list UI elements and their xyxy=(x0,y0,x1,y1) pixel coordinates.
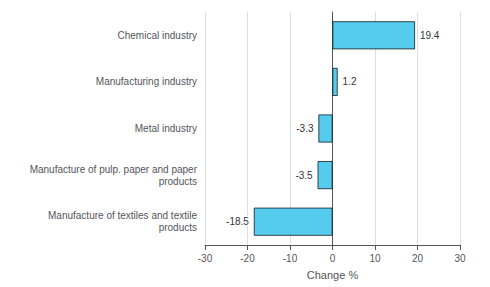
svg-text:-3.3: -3.3 xyxy=(296,123,314,134)
svg-text:10: 10 xyxy=(369,253,381,264)
svg-text:Metal industry: Metal industry xyxy=(135,123,197,134)
svg-text:19.4: 19.4 xyxy=(420,30,440,41)
svg-text:-3.5: -3.5 xyxy=(295,170,313,181)
svg-text:-30: -30 xyxy=(198,253,213,264)
svg-text:-10: -10 xyxy=(283,253,298,264)
svg-text:0: 0 xyxy=(330,253,336,264)
svg-text:20: 20 xyxy=(412,253,424,264)
svg-text:products: products xyxy=(159,222,197,233)
svg-text:Manufacturing industry: Manufacturing industry xyxy=(96,76,197,87)
svg-text:1.2: 1.2 xyxy=(343,76,357,87)
svg-text:Manufacture of textiles and te: Manufacture of textiles and textile xyxy=(48,210,197,221)
svg-text:-20: -20 xyxy=(240,253,255,264)
svg-text:-18.5: -18.5 xyxy=(226,216,249,227)
svg-text:Manufacture of pulp. paper and: Manufacture of pulp. paper and paper xyxy=(30,164,198,175)
svg-text:Change %: Change % xyxy=(307,269,359,281)
svg-text:30: 30 xyxy=(454,253,466,264)
svg-text:Chemical industry: Chemical industry xyxy=(118,30,197,41)
svg-text:products: products xyxy=(159,176,197,187)
